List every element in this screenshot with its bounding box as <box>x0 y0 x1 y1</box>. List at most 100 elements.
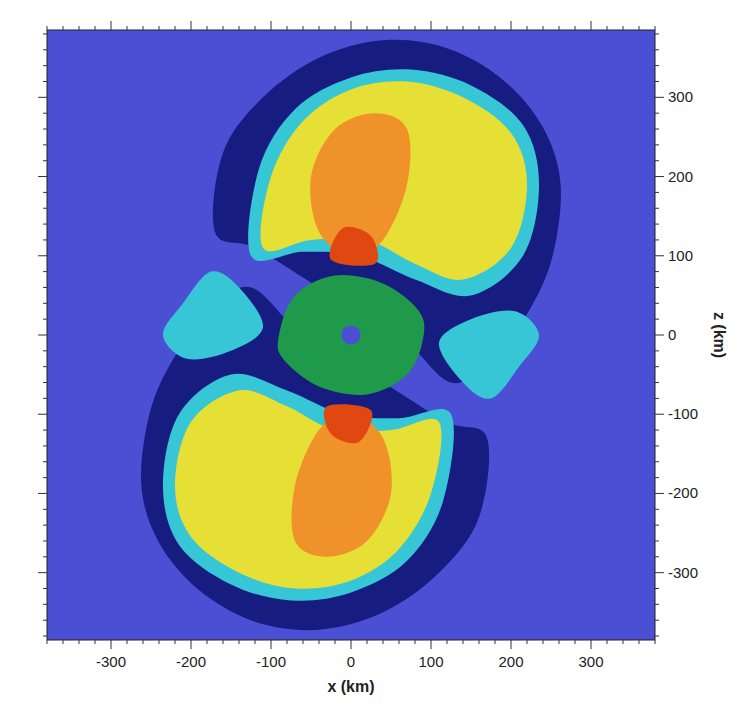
minor-tick <box>43 271 47 272</box>
minor-tick <box>43 33 47 34</box>
minor-tick <box>43 525 47 526</box>
y-tick <box>655 335 664 336</box>
minor-tick <box>655 430 659 431</box>
x-tick <box>191 21 192 30</box>
minor-tick <box>43 319 47 320</box>
axes: -300-200-1000100200300-300-200-100010020… <box>38 21 698 670</box>
minor-tick <box>175 26 176 30</box>
minor-tick <box>63 640 64 644</box>
minor-tick <box>43 239 47 240</box>
minor-tick <box>655 640 656 644</box>
minor-tick <box>543 640 544 644</box>
y-tick <box>38 414 47 415</box>
minor-tick <box>207 640 208 644</box>
minor-tick <box>655 366 659 367</box>
minor-tick <box>79 640 80 644</box>
minor-tick <box>479 640 480 644</box>
minor-tick <box>239 640 240 644</box>
x-tick-label: -200 <box>176 653 206 670</box>
region <box>175 390 442 589</box>
minor-tick <box>383 26 384 30</box>
minor-tick <box>79 26 80 30</box>
minor-tick <box>527 26 528 30</box>
region <box>330 227 379 266</box>
minor-tick <box>495 640 496 644</box>
minor-tick <box>559 640 560 644</box>
minor-tick <box>575 640 576 644</box>
y-tick <box>655 255 664 256</box>
minor-tick <box>655 26 656 30</box>
minor-tick <box>43 224 47 225</box>
minor-tick <box>655 540 659 541</box>
minor-tick <box>43 81 47 82</box>
x-tick <box>511 640 512 649</box>
region <box>278 275 425 395</box>
minor-tick <box>623 26 624 30</box>
minor-tick <box>575 26 576 30</box>
minor-tick <box>287 26 288 30</box>
minor-tick <box>383 640 384 644</box>
minor-tick <box>319 26 320 30</box>
y-tick-label: 200 <box>668 168 693 185</box>
x-tick-label: 0 <box>347 653 355 670</box>
minor-tick <box>303 26 304 30</box>
region <box>163 374 454 601</box>
minor-tick <box>223 640 224 644</box>
minor-tick <box>255 640 256 644</box>
minor-tick <box>655 382 659 383</box>
y-tick <box>655 176 664 177</box>
minor-tick <box>447 640 448 644</box>
minor-tick <box>127 640 128 644</box>
minor-tick <box>623 640 624 644</box>
minor-tick <box>655 461 659 462</box>
minor-tick <box>655 477 659 478</box>
minor-tick <box>399 26 400 30</box>
minor-tick <box>559 26 560 30</box>
y-tick-label: 100 <box>668 247 693 264</box>
x-tick <box>591 21 592 30</box>
minor-tick <box>655 192 659 193</box>
x-tick <box>271 21 272 30</box>
region <box>439 311 539 399</box>
x-tick <box>431 640 432 649</box>
x-tick-label: 300 <box>578 653 603 670</box>
region <box>260 81 527 280</box>
minor-tick <box>43 398 47 399</box>
y-tick-label: -100 <box>668 405 698 422</box>
minor-tick <box>655 224 659 225</box>
minor-tick <box>655 398 659 399</box>
minor-tick <box>463 26 464 30</box>
minor-tick <box>43 49 47 50</box>
y-tick <box>38 572 47 573</box>
x-tick <box>511 21 512 30</box>
chart: -300-200-1000100200300-300-200-100010020… <box>0 0 753 719</box>
minor-tick <box>255 26 256 30</box>
minor-tick <box>43 461 47 462</box>
y-axis-title: z (km) <box>711 312 728 358</box>
x-tick <box>591 640 592 649</box>
minor-tick <box>43 588 47 589</box>
x-tick <box>111 640 112 649</box>
minor-tick <box>495 26 496 30</box>
minor-tick <box>95 640 96 644</box>
minor-tick <box>655 588 659 589</box>
minor-tick <box>159 26 160 30</box>
x-tick <box>431 21 432 30</box>
y-tick <box>655 97 664 98</box>
minor-tick <box>463 640 464 644</box>
x-tick-label: -300 <box>96 653 126 670</box>
minor-tick <box>95 26 96 30</box>
minor-tick <box>639 26 640 30</box>
minor-tick <box>159 640 160 644</box>
minor-tick <box>655 271 659 272</box>
minor-tick <box>43 144 47 145</box>
minor-tick <box>367 640 368 644</box>
minor-tick <box>655 65 659 66</box>
minor-tick <box>287 640 288 644</box>
minor-tick <box>43 366 47 367</box>
minor-tick <box>335 640 336 644</box>
minor-tick <box>527 640 528 644</box>
minor-tick <box>639 640 640 644</box>
minor-tick <box>43 129 47 130</box>
minor-tick <box>655 350 659 351</box>
